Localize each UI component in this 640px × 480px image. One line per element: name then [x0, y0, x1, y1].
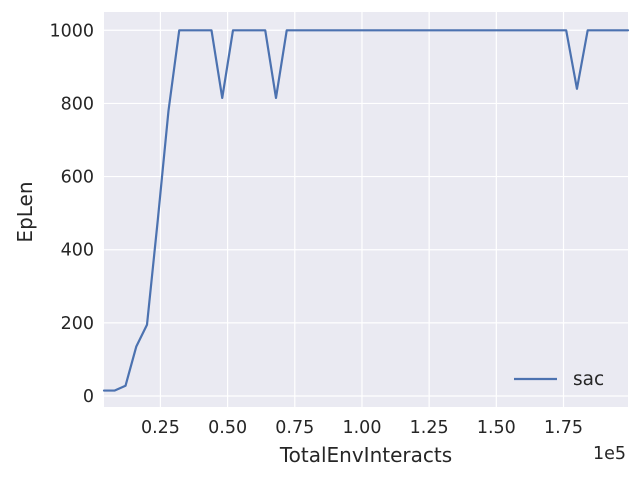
- x-tick-label: 0.75: [275, 418, 314, 438]
- y-tick-label: 600: [61, 168, 94, 188]
- series-line-sac: [102, 29, 630, 392]
- y-axis-title: EpLen: [13, 181, 37, 242]
- series-layer: [102, 29, 630, 392]
- y-tick-labels: 0 200 400 600 800 1000: [49, 21, 94, 407]
- y-tick-label: 1000: [49, 21, 94, 41]
- x-tick-label: 1.75: [544, 418, 583, 438]
- y-tick-label: 800: [61, 94, 94, 114]
- x-tick-label: 0.25: [141, 418, 180, 438]
- y-tick-label: 0: [83, 387, 94, 407]
- x-tick-labels: 0.25 0.50 0.75 1.00 1.25 1.50 1.75: [141, 418, 583, 438]
- x-tick-label: 1.25: [410, 418, 449, 438]
- x-axis-title: TotalEnvInteracts: [279, 443, 452, 467]
- x-tick-label: 1.50: [477, 418, 516, 438]
- x-tick-label: 0.50: [208, 418, 247, 438]
- legend-label-sac: sac: [573, 369, 604, 390]
- x-axis-offset-label: 1e5: [593, 444, 626, 464]
- legend: sac: [514, 369, 604, 390]
- y-tick-label: 400: [61, 241, 94, 261]
- plot-area: [104, 12, 628, 407]
- x-tick-label: 1.00: [342, 418, 381, 438]
- y-tick-label: 200: [61, 314, 94, 334]
